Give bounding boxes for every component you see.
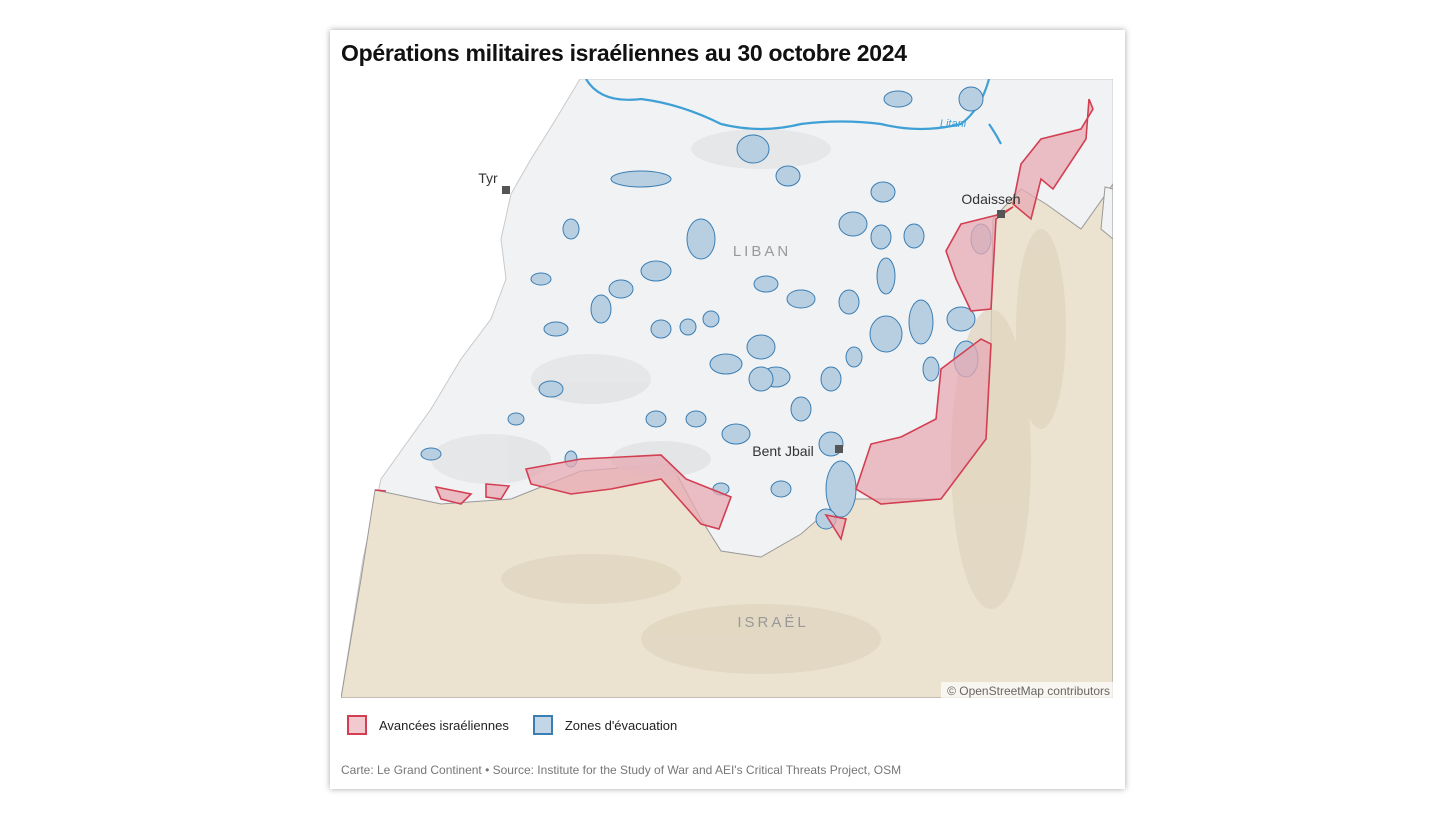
card: Opérations militaires israéliennes au 30…	[330, 30, 1125, 789]
river-label: Litani	[940, 118, 967, 130]
source: Carte: Le Grand Continent • Source: Inst…	[341, 763, 902, 777]
legend-swatch	[532, 715, 553, 735]
land-other	[1100, 186, 1113, 240]
place-label: Bent Jbail	[752, 443, 813, 459]
legend-swatch	[347, 715, 367, 735]
israeli-advances	[374, 98, 1094, 542]
attribution-bg	[941, 682, 1113, 698]
country-label: ISRAËL	[737, 614, 808, 631]
legend-item: Zones d'évacuation	[532, 715, 678, 735]
river	[585, 79, 1002, 145]
legend-label: Zones d'évacuation	[564, 717, 678, 733]
title: Opérations militaires israéliennes au 30…	[341, 40, 907, 66]
place-label: Odaisseh	[961, 191, 1020, 207]
legend-label: Avancées israéliennes	[379, 717, 509, 733]
country-label: LIBAN	[733, 243, 791, 260]
legend: Avancées israéliennes Zones d'évacuation	[347, 715, 701, 735]
legend-item: Avancées israéliennes	[347, 715, 509, 735]
attribution: © OpenStreetMap contributors	[947, 684, 1110, 698]
map: Tyr Odaisseh Bent Jbail LIBAN ISRAËL Lit…	[341, 79, 1113, 698]
settlement-markers	[502, 186, 1005, 453]
terrain	[501, 229, 1066, 674]
place-label: Tyr	[478, 170, 498, 186]
